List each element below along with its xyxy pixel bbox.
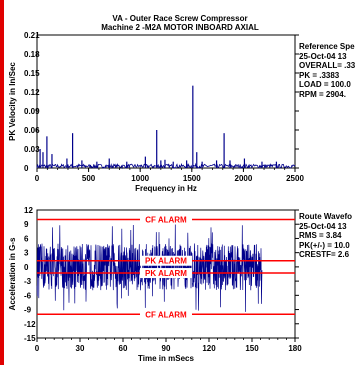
alarm-label: CF ALARM <box>145 310 187 319</box>
y-axis-label: PK Velocity in In/Sec <box>8 62 17 141</box>
x-tick-label: 0 <box>35 174 40 183</box>
x-tick-label: 120 <box>202 344 216 353</box>
y-tick-label: 0.03 <box>24 145 40 154</box>
waveform-info-line: 25-Oct-04 13 <box>299 221 347 231</box>
spectrum-info-panel: Reference Spe 25-Oct-04 13 OVERALL= .33 … <box>299 42 355 99</box>
alarm-label: PK ALARM <box>145 257 187 266</box>
x-tick-label: 180 <box>288 344 302 353</box>
y-tick-label: 12 <box>24 206 33 215</box>
x-tick-label: 60 <box>119 344 128 353</box>
spectrum-info-line: OVERALL= .33 <box>299 61 356 70</box>
alarm-label-bg <box>140 309 192 320</box>
spectrum-info-line: LOAD = 100.0 <box>299 80 351 89</box>
left-accent-bar <box>0 0 4 365</box>
x-tick-label: 500 <box>82 174 96 183</box>
y-tick-label: 0.12 <box>24 88 40 97</box>
y-tick-label: 0.15 <box>24 69 40 78</box>
plot-frame <box>36 34 296 169</box>
y-tick-label: 0.06 <box>24 126 40 135</box>
x-tick-label: 90 <box>162 344 171 353</box>
spectrum-noise-floor <box>36 162 296 170</box>
y-tick-label: 9 <box>24 220 29 229</box>
y-tick-label: 0.18 <box>24 50 40 59</box>
alarm-label-bg <box>140 268 192 279</box>
alarm-label: CF ALARM <box>145 215 187 224</box>
y-tick-label: -3 <box>24 277 32 286</box>
waveform-info-line: RMS = 3.84 <box>299 231 342 240</box>
x-axis-label: Frequency in Hz <box>135 184 197 193</box>
y-tick-label: 0 <box>24 164 29 173</box>
x-tick-label: 1500 <box>183 174 201 183</box>
x-tick-label: 2500 <box>286 174 304 183</box>
waveform-info-panel: Route Wavefo 25-Oct-04 13 RMS = 3.84 PK(… <box>299 212 352 260</box>
spectrum-info-line: 25-Oct-04 13 <box>299 51 347 61</box>
waveform-info-line: PK(+/-) = 10.0 <box>299 240 350 250</box>
x-tick-label: 150 <box>245 344 259 353</box>
chart-title-line2: Machine 2 -M2A MOTOR INBOARD AXIAL <box>101 23 259 32</box>
waveform-info-line: CRESTF= 2.6 <box>299 250 350 259</box>
alarm-label-bg <box>140 255 192 266</box>
chart-title-line1: VA - Outer Race Screw Compressor <box>112 14 248 23</box>
waveform-info-line: Route Wavefo <box>299 212 353 221</box>
y-axis-label: Acceleration in G-s <box>8 237 17 310</box>
y-tick-label: -12 <box>24 320 36 329</box>
y-tick-label: -6 <box>24 291 32 300</box>
y-tick-label: 3 <box>24 249 29 258</box>
x-tick-label: 30 <box>76 344 85 353</box>
x-tick-label: 2000 <box>235 174 253 183</box>
alarm-label-bg <box>140 214 192 225</box>
spectrum-info-line: PK = .3383 <box>299 70 340 80</box>
x-axis-label: Time in mSecs <box>138 354 194 363</box>
waveform-trace <box>36 224 263 312</box>
alarm-label: PK ALARM <box>145 269 187 278</box>
y-tick-label: 0.21 <box>24 31 40 40</box>
y-tick-label: -9 <box>24 306 32 315</box>
x-tick-label: 1000 <box>131 174 149 183</box>
spectrum-info-line: Reference Spe <box>299 42 355 51</box>
spectrum-info-line: RPM = 2904. <box>299 89 346 99</box>
x-tick-label: 0 <box>35 344 40 353</box>
y-tick-label: 0.09 <box>24 107 40 116</box>
y-tick-label: 0 <box>24 263 29 272</box>
y-tick-label: -15 <box>24 334 36 343</box>
y-tick-label: 6 <box>24 234 29 243</box>
